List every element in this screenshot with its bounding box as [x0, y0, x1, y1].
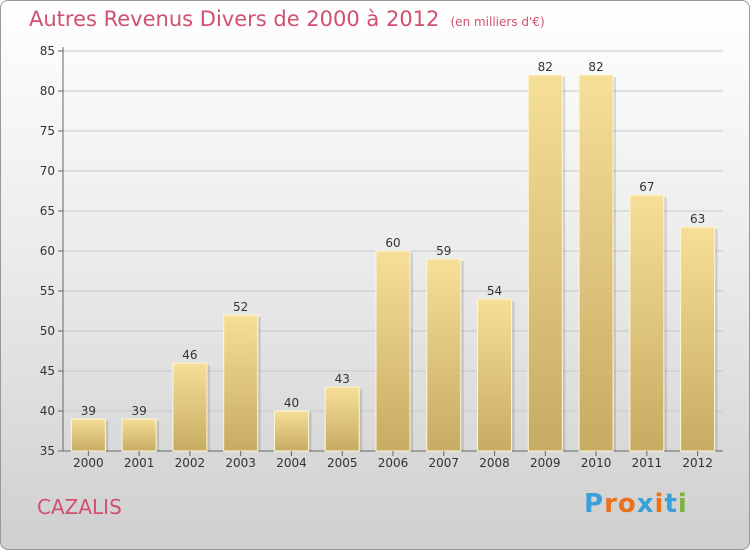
y-tick-label: 60: [40, 244, 55, 258]
x-tick-label: 2001: [124, 456, 155, 470]
bar: [629, 194, 665, 452]
commune-name: CAZALIS: [37, 495, 122, 519]
logo-letter: t: [664, 489, 678, 519]
logo-letter: o: [617, 489, 637, 519]
bar: [70, 418, 106, 452]
y-tick-label: 40: [40, 404, 55, 418]
x-tick-label: 2003: [225, 456, 256, 470]
data-label: 52: [233, 300, 248, 314]
y-tick-label: 65: [40, 204, 55, 218]
bar: [223, 314, 259, 452]
x-tick-label: 2010: [581, 456, 612, 470]
data-label: 82: [588, 60, 603, 74]
bar: [273, 410, 309, 452]
x-tick-label: 2009: [530, 456, 561, 470]
data-label: 82: [538, 60, 553, 74]
chart-title-main: Autres Revenus Divers de 2000 à 2012: [29, 7, 440, 31]
logo-letter: i: [677, 489, 688, 519]
y-tick-label: 85: [40, 44, 55, 58]
data-label: 39: [132, 404, 147, 418]
x-tick-label: 2002: [175, 456, 206, 470]
data-label: 43: [335, 372, 350, 386]
data-label: 63: [690, 212, 705, 226]
logo-letter: r: [604, 489, 618, 519]
y-tick-label: 55: [40, 284, 55, 298]
data-label: 46: [182, 348, 197, 362]
bar: [578, 74, 614, 452]
bar: [527, 74, 563, 452]
x-tick-label: 2012: [682, 456, 713, 470]
bar: [477, 298, 513, 452]
bar: [426, 258, 462, 452]
x-tick-label: 2004: [276, 456, 307, 470]
data-label: 54: [487, 284, 502, 298]
chart-title-unit: (en milliers d'€): [450, 15, 545, 29]
x-tick-label: 2005: [327, 456, 358, 470]
y-tick-label: 70: [40, 164, 55, 178]
x-tick-label: 2011: [632, 456, 663, 470]
data-label: 60: [385, 236, 400, 250]
y-tick-label: 45: [40, 364, 55, 378]
x-tick-label: 2007: [428, 456, 459, 470]
y-tick-label: 80: [40, 84, 55, 98]
bar: [121, 418, 157, 452]
data-label: 59: [436, 244, 451, 258]
chart-title: Autres Revenus Divers de 2000 à 2012 (en…: [29, 7, 545, 31]
bar: [324, 386, 360, 452]
bar: [680, 226, 716, 452]
bar: [375, 250, 411, 452]
x-tick-label: 2006: [378, 456, 409, 470]
bar: [172, 362, 208, 452]
x-tick-label: 2008: [479, 456, 510, 470]
y-tick-label: 35: [40, 444, 55, 458]
data-label: 67: [639, 180, 654, 194]
y-tick-label: 50: [40, 324, 55, 338]
logo-letter: P: [584, 489, 605, 519]
logo-letter: x: [636, 489, 655, 519]
data-label: 39: [81, 404, 96, 418]
y-tick-label: 75: [40, 124, 55, 138]
x-tick-label: 2000: [73, 456, 104, 470]
logo-letter: i: [654, 489, 665, 519]
data-label: 40: [284, 396, 299, 410]
proxiti-logo: Proxiti: [584, 489, 688, 519]
